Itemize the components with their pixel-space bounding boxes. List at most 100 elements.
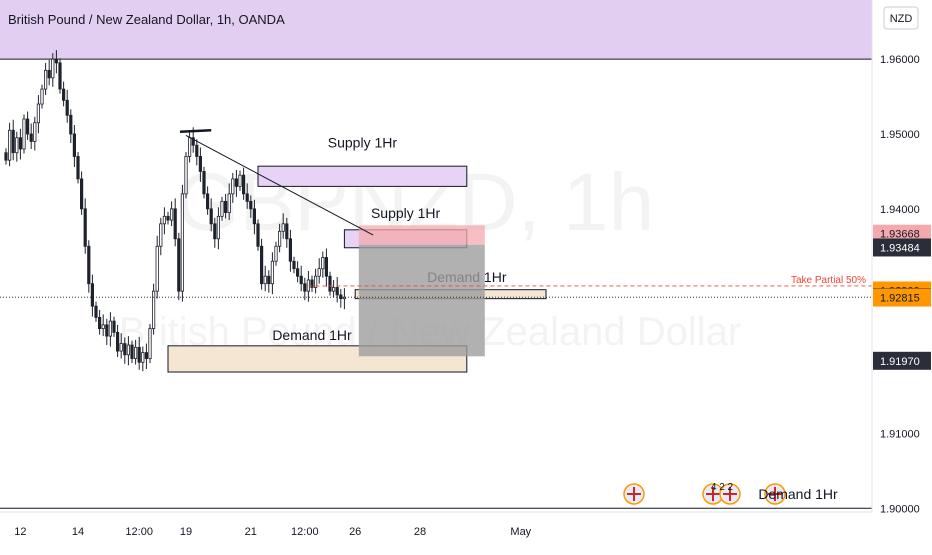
- position-target-zone: [358, 244, 485, 357]
- candle-up: [321, 257, 325, 270]
- candle-up: [281, 223, 285, 232]
- candle-up: [126, 344, 130, 356]
- candle-up: [313, 275, 318, 288]
- candle-down: [252, 208, 256, 225]
- candle-down: [80, 178, 84, 210]
- x-tick-label: 12:00: [125, 526, 153, 538]
- candle-down: [130, 344, 134, 359]
- candle-down: [328, 275, 332, 292]
- candle-up: [270, 260, 275, 285]
- candle-up: [331, 287, 336, 292]
- candle-down: [234, 178, 238, 187]
- candle-down: [47, 69, 51, 79]
- candle-down: [310, 279, 314, 288]
- candle-up: [216, 215, 220, 240]
- price-tag-label: 1.91970: [880, 356, 920, 368]
- candle-up: [133, 346, 138, 359]
- candle-up: [342, 296, 347, 300]
- y-tick-label: 1.90000: [880, 503, 920, 515]
- candle-down: [259, 245, 264, 285]
- candle-up: [220, 200, 224, 217]
- candle-up: [180, 193, 184, 292]
- candle-down: [137, 346, 141, 363]
- zone-box-supply-0: [257, 165, 468, 187]
- candle-down: [112, 320, 116, 333]
- zone-label-3: Demand 1Hr: [272, 327, 352, 343]
- candle-down: [177, 238, 181, 292]
- candle-down: [256, 223, 260, 247]
- event-count-label: 4 2 2: [711, 482, 734, 493]
- high-marker-line: [179, 128, 212, 133]
- candle-up: [7, 129, 12, 161]
- x-tick-label: 21: [245, 526, 257, 538]
- candle-down: [29, 133, 33, 142]
- candle-down: [18, 137, 23, 150]
- x-tick-label: 19: [180, 526, 192, 538]
- candle-down: [4, 152, 8, 161]
- candles-layer: [4, 50, 347, 372]
- time-axis[interactable]: 12 14 12:00 19 21 12:00 26 28 May: [0, 511, 872, 538]
- chart-title: British Pound / New Zealand Dollar, 1h, …: [8, 12, 285, 27]
- price-tag-label: 1.93484: [880, 242, 920, 254]
- candle-down: [267, 275, 271, 285]
- candle-down: [195, 144, 199, 157]
- x-tick-label: May: [510, 526, 531, 538]
- candle-down: [105, 324, 109, 337]
- candle-down: [173, 208, 177, 240]
- y-tick-label: 1.94000: [880, 204, 920, 216]
- price-tag-box-dark: [873, 351, 931, 370]
- price-tag-label: 1.92815: [880, 293, 920, 305]
- position-stop-zone: [358, 225, 485, 245]
- candle-up: [119, 343, 123, 352]
- candle-up: [148, 328, 152, 359]
- candle-up: [162, 215, 166, 225]
- candle-down: [249, 200, 253, 210]
- candle-down: [65, 99, 69, 116]
- candle-up: [101, 324, 105, 330]
- candle-down: [90, 283, 94, 307]
- candle-down: [295, 268, 300, 277]
- candle-down: [87, 245, 91, 285]
- candle-down: [54, 58, 59, 64]
- candle-down: [123, 343, 127, 356]
- candle-up: [263, 275, 267, 285]
- candle-down: [245, 193, 249, 202]
- candle-down: [83, 208, 87, 247]
- x-tick-label: 14: [72, 526, 84, 538]
- y-tick-label: 1.96000: [880, 54, 920, 66]
- candle-up: [317, 268, 321, 277]
- currency-badge: NZD: [890, 13, 913, 25]
- candle-down: [213, 223, 217, 240]
- candle-up: [231, 178, 235, 195]
- candle-down: [285, 223, 289, 240]
- candle-down: [335, 287, 339, 296]
- y-tick-label: 1.91000: [880, 428, 920, 440]
- annotations-layer: Take Partial 50% 4 2 2 Demand 1Hr: [0, 128, 872, 505]
- candle-up: [22, 118, 26, 150]
- zone-label-0: Supply 1Hr: [328, 134, 398, 150]
- x-tick-label: 12: [14, 526, 26, 538]
- candle-down: [241, 174, 246, 195]
- y-tick-label: 1.95000: [880, 129, 920, 141]
- candle-down: [205, 193, 210, 210]
- price-tag-label: 1.93668: [880, 229, 920, 241]
- currency-badge-box[interactable]: [883, 6, 919, 30]
- price-tag-box-red: [873, 224, 931, 243]
- candle-up: [184, 156, 188, 195]
- price-axis[interactable]: NZD 1.96000 1.95000 1.94000 1.91000 1.90000 1…: [871, 0, 932, 550]
- background-layer: [0, 0, 872, 509]
- candle-down: [198, 156, 202, 172]
- events-demand-label: Demand 1Hr: [758, 486, 838, 502]
- candle-down: [76, 156, 80, 180]
- candle-up: [141, 352, 145, 363]
- price-tag-box-orange: [873, 288, 931, 307]
- zone-label-1: Supply 1Hr: [371, 205, 441, 221]
- candle-up: [238, 174, 242, 187]
- candle-up: [15, 137, 19, 154]
- candle-up: [159, 223, 163, 247]
- candle-down: [299, 275, 303, 285]
- candle-down: [303, 283, 307, 292]
